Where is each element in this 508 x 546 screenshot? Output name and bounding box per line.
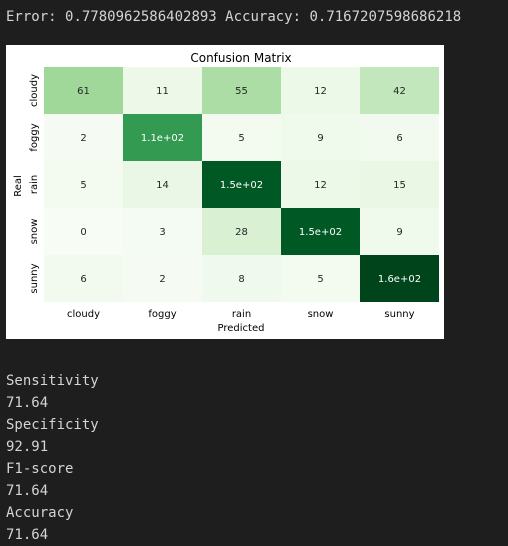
cell-annotation-rain-sunny: 15 xyxy=(393,180,406,191)
error-label: Error: xyxy=(6,9,57,25)
heatmap-cell-sunny-cloudy xyxy=(44,255,123,302)
heatmap-cell-rain-rain xyxy=(202,161,281,208)
y-axis-label: Real xyxy=(13,175,24,197)
heatmap-cell-foggy-cloudy xyxy=(44,114,123,161)
heatmap-cell-rain-sunny xyxy=(360,161,439,208)
x-tick-label-sunny: sunny xyxy=(384,309,414,320)
cell-annotation-foggy-foggy: 1.1e+02 xyxy=(141,133,184,144)
heatmap-cell-snow-sunny xyxy=(360,208,439,255)
heatmap-cell-cloudy-cloudy xyxy=(44,67,123,114)
error-value: 0.7780962586402893 xyxy=(65,9,217,25)
cell-annotation-snow-rain: 28 xyxy=(235,227,248,238)
heatmap-cell-rain-cloudy xyxy=(44,161,123,208)
y-tick-label-snow: snow xyxy=(29,219,40,245)
y-tick-label-cloudy: cloudy xyxy=(29,74,40,107)
metric-label: F1-score xyxy=(6,461,74,477)
cell-annotation-sunny-rain: 8 xyxy=(238,274,244,285)
heatmap-cell-snow-cloudy xyxy=(44,208,123,255)
metric-label: Accuracy xyxy=(6,505,74,521)
cell-annotation-cloudy-cloudy: 61 xyxy=(77,86,90,97)
y-tick-label-sunny: sunny xyxy=(29,263,40,293)
confusion-matrix-figure: Confusion Matrix 61 11 55 12 42 2 1.1e+02 5 9 6 5 1… xyxy=(6,45,444,339)
chart-title: Confusion Matrix xyxy=(190,51,291,65)
cell-annotation-cloudy-foggy: 11 xyxy=(156,86,169,97)
heatmap-cell-foggy-snow xyxy=(281,114,360,161)
accuracy-value: 0.7167207598686218 xyxy=(309,9,462,25)
heatmap-cell-rain-foggy xyxy=(123,161,202,208)
y-tick-label-foggy: foggy xyxy=(29,123,40,151)
cell-annotation-rain-rain: 1.5e+02 xyxy=(220,180,263,191)
heatmap-cell-snow-snow xyxy=(281,208,360,255)
cell-annotation-sunny-cloudy: 6 xyxy=(80,274,86,285)
x-tick-label-rain: rain xyxy=(232,309,251,320)
x-tick-label-cloudy: cloudy xyxy=(67,309,100,320)
cell-annotation-cloudy-sunny: 42 xyxy=(393,86,406,97)
heatmap-cell-sunny-snow xyxy=(281,255,360,302)
cell-annotation-foggy-rain: 5 xyxy=(238,133,244,144)
heatmap-cell-cloudy-foggy xyxy=(123,67,202,114)
cell-annotation-sunny-sunny: 1.6e+02 xyxy=(378,274,421,285)
cell-annotation-foggy-cloudy: 2 xyxy=(80,133,86,144)
metric-label: Sensitivity xyxy=(6,373,99,389)
cell-annotation-cloudy-snow: 12 xyxy=(314,86,327,97)
x-axis-label: Predicted xyxy=(218,323,265,334)
heatmap-cell-sunny-sunny xyxy=(360,255,439,302)
confusion-matrix-chart: Confusion Matrix 61 11 55 12 422 1.1e+02 5 9 65 1… xyxy=(13,51,439,334)
metric-value: 71.64 xyxy=(6,395,49,411)
heatmap-cell-sunny-rain xyxy=(202,255,281,302)
x-tick-label-snow: snow xyxy=(308,309,334,320)
metric-value: 71.64 xyxy=(6,527,49,543)
heatmap-cell-foggy-sunny xyxy=(360,114,439,161)
cell-annotation-foggy-snow: 9 xyxy=(317,133,323,144)
heatmap-cell-cloudy-snow xyxy=(281,67,360,114)
heatmap-cell-foggy-foggy xyxy=(123,114,202,161)
metric-label: Specificity xyxy=(6,417,99,433)
cell-annotation-snow-foggy: 3 xyxy=(159,227,165,238)
cell-annotation-rain-cloudy: 5 xyxy=(80,180,86,191)
heatmap-cell-foggy-rain xyxy=(202,114,281,161)
heatmap-cell-snow-rain xyxy=(202,208,281,255)
heatmap-cell-snow-foggy xyxy=(123,208,202,255)
cell-annotation-rain-foggy: 14 xyxy=(156,180,169,191)
cell-annotation-snow-snow: 1.5e+02 xyxy=(299,227,342,238)
cell-annotation-rain-snow: 12 xyxy=(314,180,327,191)
cell-annotation-foggy-sunny: 6 xyxy=(396,133,402,144)
heatmap-cell-sunny-foggy xyxy=(123,255,202,302)
metric-value: 92.91 xyxy=(6,439,49,455)
error-accuracy-output: Error: 0.7780962586402893 Accuracy: 0.71… xyxy=(6,9,461,25)
heatmap-cell-cloudy-sunny xyxy=(360,67,439,114)
metrics-output: Sensitivity 71.64 Specificity 92.91 F1-score… xyxy=(6,370,99,546)
accuracy-label: Accuracy: xyxy=(225,9,302,25)
heatmap-cell-rain-snow xyxy=(281,161,360,208)
cell-annotation-snow-cloudy: 0 xyxy=(80,227,86,238)
cell-annotation-snow-sunny: 9 xyxy=(396,227,402,238)
metric-value: 71.64 xyxy=(6,483,49,499)
heatmap-cell-cloudy-rain xyxy=(202,67,281,114)
cell-annotation-sunny-snow: 5 xyxy=(317,274,323,285)
y-tick-label-rain: rain xyxy=(29,175,40,194)
cell-annotation-sunny-foggy: 2 xyxy=(159,274,165,285)
cell-annotation-cloudy-rain: 55 xyxy=(235,86,248,97)
x-tick-label-foggy: foggy xyxy=(148,309,176,320)
